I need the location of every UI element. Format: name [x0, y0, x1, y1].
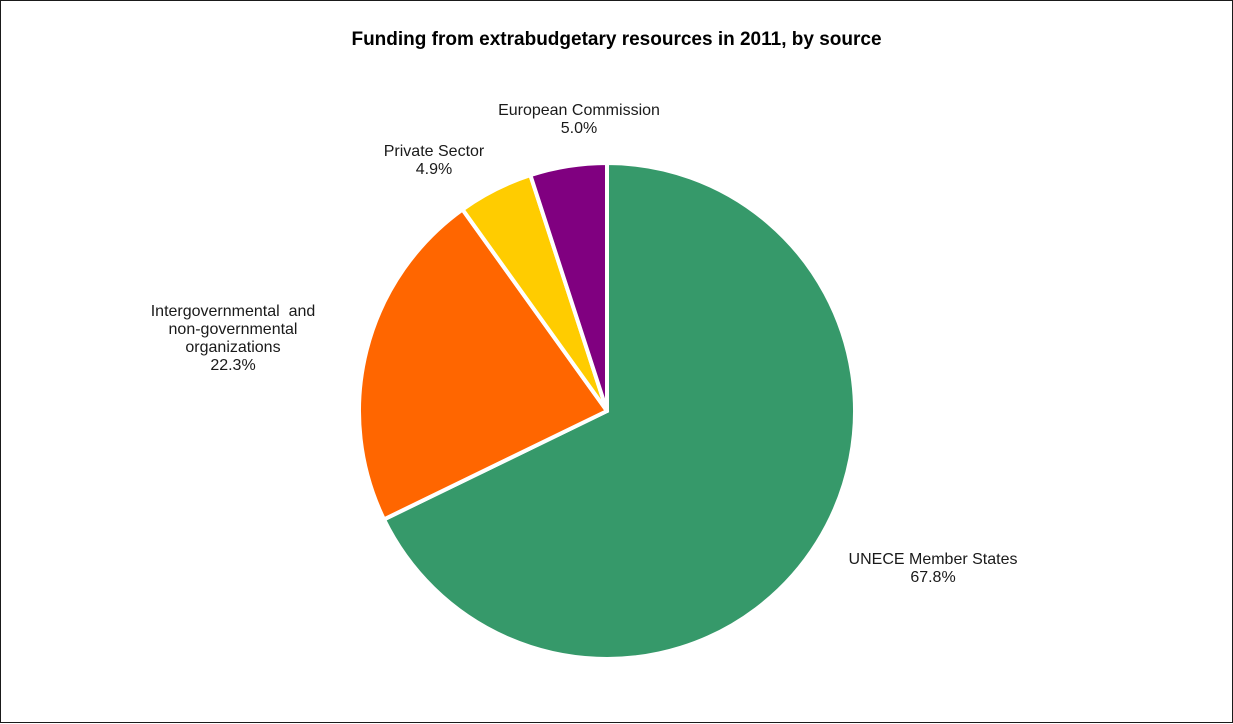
slice-percent: 22.3% — [210, 357, 256, 374]
slice-label-unece-member-states: UNECE Member States 67.8% — [813, 551, 1053, 587]
pie-slice-european-commission — [528, 161, 609, 413]
slice-percent: 5.0% — [560, 120, 598, 137]
slice-label-intergovernmental: Intergovernmental and non-governmental o… — [113, 303, 353, 375]
slice-name-line-1: Intergovernmental and — [150, 303, 316, 320]
slice-name: Private Sector — [383, 143, 485, 160]
slice-percent: 67.8% — [910, 569, 956, 586]
pie-slice-unece-member-states — [381, 161, 857, 661]
pie-slice-intergovernmental — [357, 207, 609, 522]
chart-title: Funding from extrabudgetary resources in… — [351, 29, 882, 50]
slice-name: UNECE Member States — [848, 551, 1018, 568]
slice-label-private-sector: Private Sector 4.9% — [334, 143, 534, 179]
slice-percent: 4.9% — [415, 161, 453, 178]
slice-name: European Commission — [498, 102, 660, 119]
slice-label-european-commission: European Commission 5.0% — [479, 102, 679, 138]
slice-name-line-2: non-governmental — [168, 321, 298, 338]
slice-name-line-3: organizations — [185, 339, 281, 356]
